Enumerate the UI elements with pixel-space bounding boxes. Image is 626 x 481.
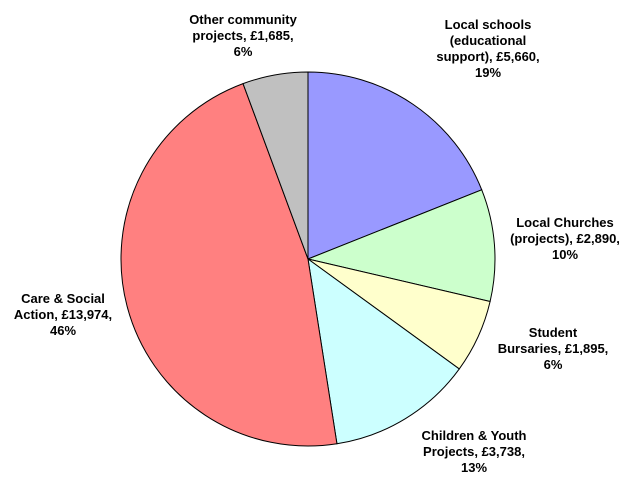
slice-label-line: Local schools xyxy=(445,17,532,32)
slice-label-line: Other community xyxy=(189,12,297,27)
slice-label-line: 13% xyxy=(461,460,487,475)
slice-label-line: Children & Youth xyxy=(422,428,527,443)
slice-label-1: Local schools (educational support), £5,66… xyxy=(436,17,539,80)
slice-label-line: Bursaries, £1,895, xyxy=(498,341,609,356)
pie-slices xyxy=(120,71,496,447)
pie-slice-1 xyxy=(307,71,483,260)
pie-slice-5 xyxy=(120,83,338,447)
slice-label-line: 6% xyxy=(544,357,563,372)
slice-label-line: Care & Social xyxy=(21,291,105,306)
slice-label-line: Action, £13,974, xyxy=(14,307,112,322)
slice-label-line: 10% xyxy=(552,247,578,262)
slice-label-line: 46% xyxy=(50,323,76,338)
slice-label-5: Care & Social Action, £13,974, 46% xyxy=(14,291,112,338)
slice-label-4: Children & Youth Projects, £3,738, 13% xyxy=(422,428,527,475)
slice-label-line: 6% xyxy=(234,44,253,59)
slice-label-line: Projects, £3,738, xyxy=(423,444,525,459)
slice-label-6: Other community projects, £1,685, 6% xyxy=(189,12,297,59)
pie-slice-2 xyxy=(306,189,496,303)
pie-slice-6 xyxy=(242,71,309,260)
slice-label-line: Local Churches xyxy=(516,215,614,230)
slice-label-line: (projects), £2,890, xyxy=(510,231,620,246)
pie-slice-4 xyxy=(307,257,460,445)
slice-label-2: Local Churches (projects), £2,890, 10% xyxy=(510,215,620,262)
slice-label-3: Student Bursaries, £1,895, 6% xyxy=(498,325,609,372)
slice-label-line: support), £5,660, xyxy=(436,49,539,64)
slice-labels: Local schools (educational support), £5,66… xyxy=(14,12,620,475)
slice-label-line: (educational xyxy=(450,33,527,48)
slice-label-line: projects, £1,685, xyxy=(192,28,293,43)
slice-label-line: Student xyxy=(529,325,578,340)
slice-label-line: 19% xyxy=(475,65,501,80)
